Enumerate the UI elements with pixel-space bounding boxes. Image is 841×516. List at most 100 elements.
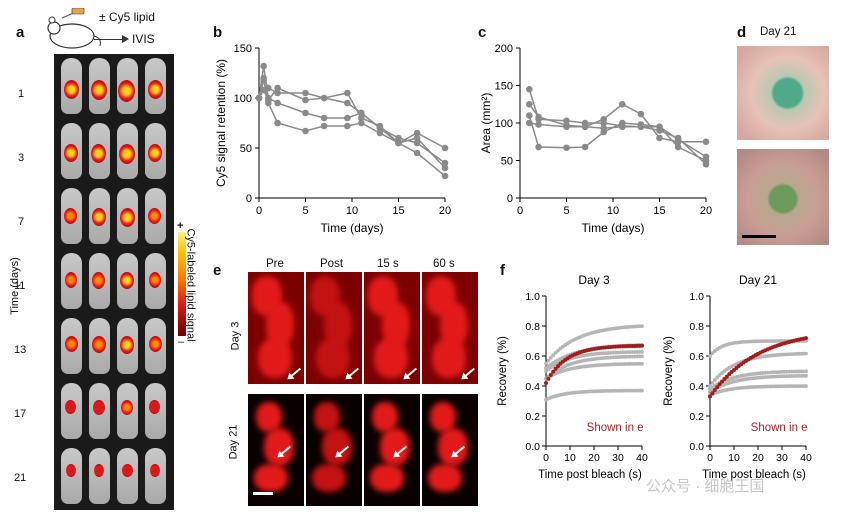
- mouse-image: [89, 318, 110, 374]
- cy5-signal: [91, 144, 106, 163]
- cy5-signal: [92, 336, 106, 353]
- x-tick-label: 40: [800, 452, 812, 464]
- fluorescent-region: [314, 402, 340, 432]
- chart-title: Day 21: [739, 273, 777, 287]
- mouse-image: [117, 318, 138, 374]
- data-point: [600, 115, 607, 123]
- data-point: [344, 99, 351, 107]
- y-tick-label: 0.6: [525, 351, 540, 363]
- data-point: [265, 96, 272, 104]
- area-chart: 0 50 100 150 200 0 5 10 15 20 Time (days) Area (mm²…: [479, 43, 712, 235]
- mouse-image: [89, 123, 110, 179]
- highlight-recovery-point: [544, 381, 548, 385]
- mouse-image: [117, 448, 138, 504]
- gray-recovery-point: [640, 324, 644, 328]
- mouse-image: [61, 318, 82, 374]
- gray-recovery-point: [551, 353, 556, 358]
- frap-day3-chart: Day 3 0.0 0.2 0.4 0.6 0.8 1.0 0 10 20 30 40 Time pos…: [497, 273, 648, 481]
- highlight-recovery-point: [546, 376, 551, 381]
- highlight-recovery-point: [712, 388, 717, 393]
- fluorescent-region: [432, 338, 466, 378]
- y-tick-label: 0.0: [689, 441, 704, 453]
- y-tick-label: 0.2: [525, 411, 540, 423]
- x-tick-label: 0: [517, 205, 523, 217]
- gray-recovery-point: [804, 373, 808, 378]
- data-point: [600, 128, 607, 136]
- panel-b-label: b: [213, 24, 223, 41]
- chart-title: Day 3: [578, 273, 610, 287]
- y-tick-label: 1.0: [689, 291, 704, 303]
- mouse-image: [61, 383, 82, 439]
- day-row-label: 1: [18, 88, 25, 100]
- cy5-signal: [65, 400, 76, 414]
- data-point: [344, 89, 351, 97]
- gray-recovery-point: [640, 349, 644, 354]
- highlight-recovery-point: [640, 343, 644, 348]
- cy5-signal: [65, 272, 77, 288]
- data-point: [535, 113, 542, 121]
- ivis-arrowhead-icon: [122, 35, 129, 43]
- mouse-image: [117, 253, 138, 309]
- y-tick-label: 150: [495, 81, 513, 93]
- highlight-recovery-point: [720, 379, 724, 384]
- y-tick-label: 0.4: [689, 381, 704, 393]
- bleach-arrow-icon: [404, 367, 418, 379]
- cy5-signal: [150, 464, 160, 477]
- data-point: [260, 76, 267, 84]
- data-point: [260, 62, 267, 70]
- gray-recovery-point: [710, 380, 715, 385]
- fluorescent-region: [256, 402, 282, 432]
- x-tick-label: 10: [346, 205, 358, 217]
- fluorescent-region: [374, 338, 408, 378]
- cy5-signal: [93, 400, 105, 415]
- cy5-signal: [64, 80, 79, 99]
- data-point: [358, 114, 365, 122]
- frap-image: [248, 394, 304, 506]
- data-point: [344, 114, 351, 122]
- x-tick-label: 20: [588, 452, 600, 464]
- cy5-signal: [65, 336, 78, 352]
- cy5-retention-chart: 0 50 100 150 0 5 10 15 20 Time (days) Cy5 signal r…: [214, 43, 451, 235]
- x-tick-label: 20: [700, 205, 712, 217]
- frap-image: [364, 272, 420, 384]
- y-tick-label: 0.0: [525, 441, 540, 453]
- ivis-image-grid: [54, 54, 174, 510]
- data-point: [260, 86, 267, 94]
- data-point: [302, 89, 309, 97]
- data-point: [535, 121, 542, 128]
- mouse-injection-icon: [47, 8, 101, 49]
- x-tick-label: 0: [256, 205, 262, 217]
- y-tick-label: 0.2: [689, 411, 704, 423]
- mouse-image: [117, 188, 138, 244]
- data-point: [413, 129, 421, 137]
- y-tick-label: 0.8: [525, 321, 540, 333]
- y-tick-label: 0.4: [525, 381, 540, 393]
- panel-d-title: Day 21: [760, 26, 797, 38]
- day-row-label: 7: [18, 216, 25, 228]
- bleach-arrow-icon: [288, 367, 302, 379]
- data-point: [441, 159, 449, 167]
- cy5-signal: [148, 80, 163, 99]
- x-tick-label: 5: [302, 205, 308, 217]
- highlight-recovery-point: [715, 385, 720, 390]
- x-tick-label: 20: [752, 452, 764, 464]
- cy5-signal: [148, 144, 162, 162]
- highlight-recovery-point: [710, 391, 715, 396]
- data-point: [395, 139, 402, 147]
- mouse-image: [145, 123, 166, 179]
- data-point: [674, 138, 682, 146]
- fluorescent-region: [254, 464, 288, 492]
- data-point: [619, 100, 626, 108]
- day-row-label: 3: [18, 152, 25, 164]
- cy5-signal: [64, 208, 77, 224]
- x-tick-label: 15: [653, 205, 665, 217]
- highlight-recovery-point: [553, 366, 558, 371]
- cy5-signal: [122, 464, 133, 477]
- mouse-image: [61, 123, 82, 179]
- data-point: [274, 99, 281, 107]
- y-axis-title: Recovery (%): [663, 336, 675, 406]
- gray-recovery-point: [804, 369, 808, 374]
- watermark: 公众号 · 细胞王国: [646, 478, 765, 495]
- gray-recovery-point: [708, 354, 712, 358]
- col-15s: 15 s: [377, 258, 399, 270]
